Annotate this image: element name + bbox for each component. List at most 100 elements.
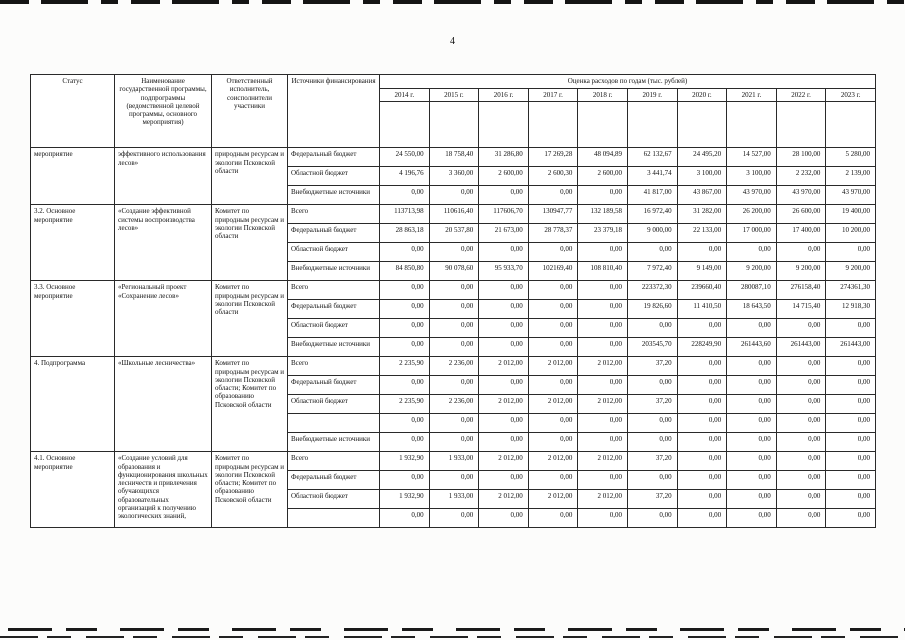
table-row: Областной бюджет 4 196,76 3 360,00 2 600,00… [31,166,876,187]
value-cell: 2 232,00 [775,166,827,187]
status-cell: 4.1. Основное мероприятие [30,451,115,529]
value-cell: 3 441,74 [626,166,678,187]
table-row: Федеральный бюджет 0,00 0,00 0,00 0,00 0,00 0,… [31,470,876,491]
value-cell: 90 078,60 [428,261,480,282]
funding-source-cell: Областной бюджет [287,318,380,339]
table-row: 0,00 0,00 0,00 0,00 0,00 0,00 0,00 0,00 0,00 0,00 [31,508,876,529]
value-cell: 16 972,40 [626,204,678,225]
value-cell: 0,00 [577,375,628,396]
value-cell: 228249,90 [676,337,728,358]
value-cell: 0,00 [527,432,579,453]
value-cell: 0,00 [775,451,827,472]
value-cell: 102169,40 [527,261,579,282]
value-cell: 110616,40 [428,204,480,225]
value-cell: 0,00 [726,508,777,529]
value-cell: 17 400,00 [775,223,827,244]
funding-source-cell: Федеральный бюджет [287,375,380,396]
value-cell: 0,00 [428,432,480,453]
value-cell: 0,00 [825,413,876,434]
value-cell: 2 236,00 [428,356,480,377]
value-cell: 18 643,50 [726,299,777,320]
value-cell: 2 235,90 [379,356,430,377]
value-cell: 0,00 [527,470,579,491]
funding-source-cell: Федеральный бюджет [287,223,380,244]
value-cell: 2 012,00 [577,489,628,510]
value-cell: 0,00 [726,356,777,377]
year-header: 2022 г. [775,87,827,103]
value-cell: 20 537,80 [428,223,480,244]
value-cell: 0,00 [379,413,430,434]
value-cell: 0,00 [527,280,579,301]
header-funding-source: Источники финансирования [287,74,380,149]
year-pad-cell [825,101,876,149]
year-header: 2021 г. [726,87,777,103]
value-cell: 0,00 [676,508,728,529]
header-executor: Ответственный исполнитель, соисполнители… [211,74,288,149]
status-cell: 3.3. Основное мероприятие [30,280,115,358]
value-cell: 26 200,00 [726,204,777,225]
year-header: 2015 г. [428,87,480,103]
funding-source-cell: Всего [287,356,380,377]
year-header: 2019 г. [626,87,678,103]
value-cell: 0,00 [825,318,876,339]
value-cell: 0,00 [775,318,827,339]
table-body: мероприятие эффективного использования ле… [30,147,876,529]
value-cell: 22 133,00 [676,223,728,244]
executor-cell: Комитет по природным ресурсам и экологии… [211,451,288,529]
value-cell: 0,00 [478,375,529,396]
table-row: Внебюджетные источники 84 850,80 90 078,60… [31,261,876,282]
value-cell: 2 012,00 [478,394,529,415]
table-row: Областной бюджет 0,00 0,00 0,00 0,00 0,00 0,00… [31,318,876,339]
value-cell: 62 132,67 [626,147,678,168]
value-cell: 5 280,00 [825,147,876,168]
value-cell: 2 012,00 [577,451,628,472]
value-cell: 0,00 [577,413,628,434]
value-cell: 2 012,00 [527,394,579,415]
funding-source-cell: Всего [287,204,380,225]
value-cell: 0,00 [676,242,728,263]
budget-table: Статус Наименование государственной прог… [30,74,876,529]
value-cell: 0,00 [428,242,480,263]
value-cell: 0,00 [726,489,777,510]
value-cell: 0,00 [527,413,579,434]
funding-source-cell: Внебюджетные источники [287,261,380,282]
scan-tear-bottom-edge [0,628,905,631]
year-header: 2020 г. [676,87,728,103]
value-cell: 12 918,30 [825,299,876,320]
program-name-cell: эффективного использования лесов» [114,147,212,206]
value-cell: 0,00 [379,508,430,529]
program-name-cell: «Школьные лесничества» [114,356,212,453]
value-cell: 239660,40 [676,280,728,301]
value-cell: 2 012,00 [577,356,628,377]
value-cell: 0,00 [626,413,678,434]
value-cell: 0,00 [379,318,430,339]
value-cell: 0,00 [825,394,876,415]
value-cell: 0,00 [478,470,529,491]
value-cell: 0,00 [775,470,827,491]
value-cell: 2 139,00 [825,166,876,187]
value-cell: 0,00 [478,508,529,529]
value-cell: 0,00 [626,242,678,263]
years-row: 2014 г. 2015 г. 2016 г. 2017 г. 2018 г. 2019 … [31,87,876,103]
funding-source-cell: Областной бюджет [287,489,380,510]
value-cell: 0,00 [379,337,430,358]
value-cell: 0,00 [825,356,876,377]
header-years-title: Оценка расходов по годам (тыс. рублей) [379,74,876,89]
value-cell: 0,00 [527,242,579,263]
value-cell: 280087,10 [726,280,777,301]
value-cell: 26 600,00 [775,204,827,225]
year-pad-cell [775,101,827,149]
funding-source-cell [287,413,380,434]
value-cell: 0,00 [676,470,728,491]
year-pad-cell [626,101,678,149]
value-cell: 0,00 [527,185,579,206]
value-cell: 0,00 [825,242,876,263]
table-head: Статус Наименование государственной прог… [30,74,876,149]
page-number: 4 [450,36,455,47]
status-cell: 3.2. Основное мероприятие [30,204,115,282]
value-cell: 0,00 [478,242,529,263]
value-cell: 0,00 [577,299,628,320]
value-cell: 0,00 [726,451,777,472]
value-cell: 2 012,00 [478,451,529,472]
value-cell: 3 100,00 [676,166,728,187]
